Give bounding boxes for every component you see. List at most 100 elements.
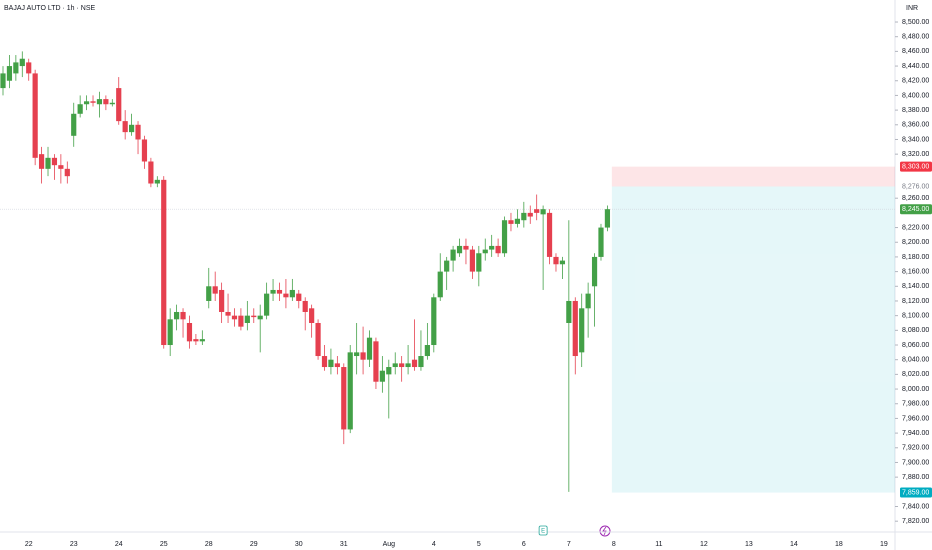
candle-body (424, 345, 430, 357)
candle-body (315, 322, 321, 357)
stop-label: 8,303.00 (902, 163, 929, 170)
x-tick-label: 22 (25, 541, 33, 548)
candle-body (296, 293, 302, 301)
candle-body (90, 101, 96, 103)
candle-body (527, 212, 533, 217)
candle-body (495, 245, 501, 254)
y-tick-label: 8,200.00 (902, 239, 929, 246)
candle-body (289, 289, 295, 298)
candle-body (96, 99, 103, 105)
candle-body (174, 311, 180, 320)
x-tick-label: Aug (383, 541, 396, 548)
candle-body (469, 249, 475, 272)
candle-body (135, 124, 141, 140)
x-tick-label: 7 (567, 541, 571, 548)
x-tick-label: 14 (790, 541, 798, 548)
x-tick-label: 8 (612, 541, 616, 548)
candle-body (6, 66, 13, 81)
entry-label: 8,276.00 (902, 183, 929, 190)
x-tick-label: 5 (477, 541, 481, 548)
candle-body (212, 286, 218, 294)
last-price-label: 8,245.00 (902, 206, 929, 213)
y-tick-label: 7,940.00 (902, 430, 929, 437)
candle-body (219, 289, 225, 312)
target-label-box (900, 487, 932, 498)
x-tick-label: 28 (205, 541, 213, 548)
candle-body (231, 315, 238, 320)
y-tick-label: 8,140.00 (902, 283, 929, 290)
y-tick-label: 8,020.00 (902, 371, 929, 378)
candle-body (579, 308, 585, 353)
y-tick-label: 8,120.00 (902, 298, 929, 305)
stop-label-box (900, 161, 932, 172)
target-zone (611, 186, 895, 493)
candle-body (347, 352, 353, 430)
candle-body (193, 339, 199, 342)
candle-body (38, 154, 45, 169)
y-tick-label: 8,380.00 (902, 107, 929, 114)
candle-body (161, 179, 167, 346)
candle-body (437, 271, 443, 298)
candle-body (257, 315, 263, 320)
y-tick-label: 8,460.00 (902, 48, 929, 55)
candle-body (572, 300, 578, 357)
candle-body (122, 121, 128, 133)
y-tick-label: 7,880.00 (902, 474, 929, 481)
news-icon (599, 525, 611, 537)
candle-body (77, 104, 83, 114)
candle-body (167, 319, 173, 346)
candle-body (508, 220, 514, 224)
candle-body (109, 102, 115, 105)
y-tick-label: 8,060.00 (902, 342, 929, 349)
candle-body (514, 218, 520, 224)
candle-body (45, 157, 51, 169)
x-tick-label: 4 (432, 541, 436, 548)
x-tick-label: 25 (160, 541, 168, 548)
x-tick-label: 29 (250, 541, 258, 548)
x-tick-label: 18 (835, 541, 843, 548)
chart-title: BAJAJ AUTO LTD · 1h · NSE (4, 5, 95, 12)
y-tick-label: 8,500.00 (902, 19, 929, 26)
x-tick-label: 23 (70, 541, 78, 548)
candle-body (598, 227, 604, 257)
candle-body (26, 62, 32, 74)
candle-body (604, 209, 611, 228)
candle-body (251, 315, 257, 318)
candle-body (206, 286, 212, 301)
candle-body (129, 124, 135, 133)
candle-body (585, 293, 591, 309)
candle-body (546, 212, 553, 257)
candle-body (321, 356, 328, 368)
candle-body (379, 370, 385, 382)
x-tick-label: 12 (700, 541, 708, 548)
candle-body (501, 220, 508, 254)
candle-body (64, 168, 70, 177)
y-tick-label: 8,400.00 (902, 92, 929, 99)
candle-body (360, 352, 366, 360)
candle-body (444, 260, 450, 272)
candle-body (418, 356, 424, 368)
candle-body (141, 139, 148, 162)
y-tick-label: 7,820.00 (902, 518, 929, 525)
x-tick-label: 24 (115, 541, 123, 548)
currency: INR (906, 5, 918, 12)
candle-body (244, 315, 250, 323)
stop-zone (611, 166, 895, 187)
candle-body (553, 256, 559, 265)
candle-body (386, 367, 392, 375)
candle-body (148, 161, 154, 184)
y-tick-label: 8,080.00 (902, 327, 929, 334)
candle-body (71, 113, 77, 136)
candle-body (154, 179, 160, 184)
candle-body (366, 337, 373, 360)
y-tick-label: 7,900.00 (902, 459, 929, 466)
candle-body (591, 256, 598, 287)
y-tick-label: 7,980.00 (902, 401, 929, 408)
candle-body (489, 245, 495, 250)
y-tick-label: 7,960.00 (902, 415, 929, 422)
y-tick-label: 8,180.00 (902, 254, 929, 261)
candle-body (58, 165, 64, 169)
x-tick-label: 11 (655, 541, 662, 548)
candle-body (482, 249, 488, 254)
